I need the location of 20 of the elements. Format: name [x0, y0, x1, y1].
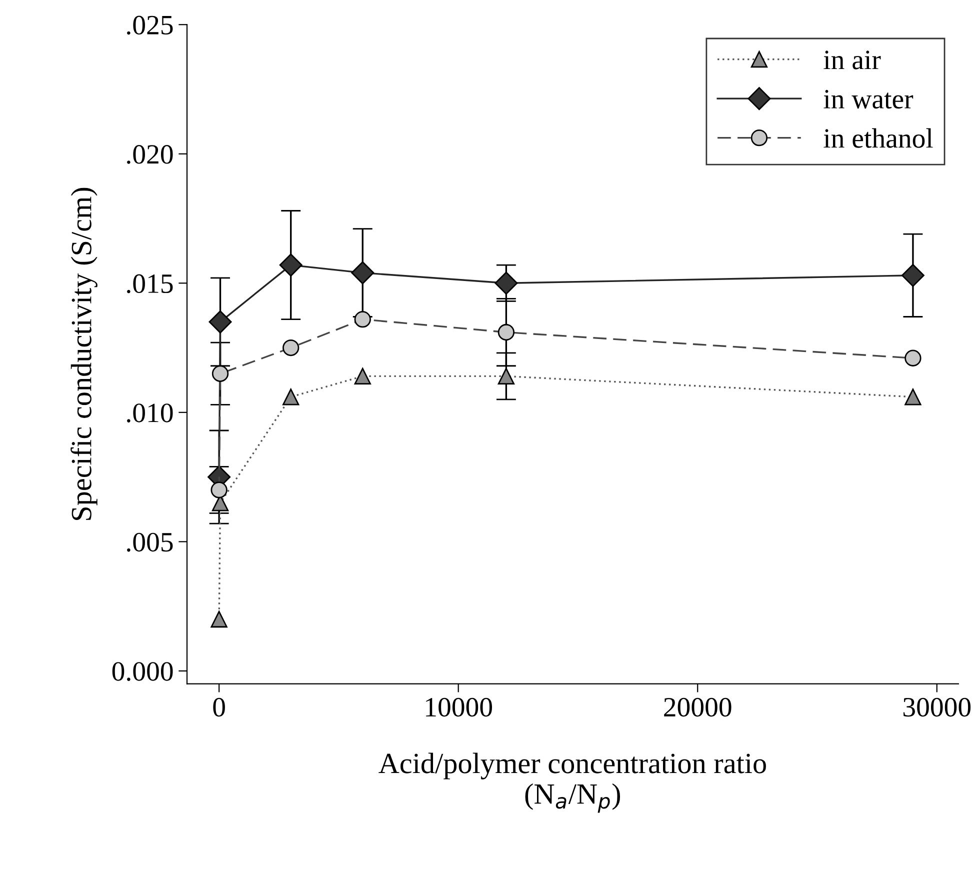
legend-label: in ethanol [824, 128, 933, 148]
legend-label: in air [824, 50, 881, 70]
point [351, 261, 374, 284]
y-axis-title: Specific conductivity (S/cm) [70, 188, 98, 520]
y-tick-label: .015 [127, 274, 173, 294]
y-tick-label: 0.000 [112, 662, 173, 681]
x-axis-title: Acid/polymer concentration ratio (N$_{a}$/N$_{p}$) [378, 752, 766, 813]
y-tick-label: .010 [127, 404, 173, 422]
y-tick-label: .020 [127, 145, 173, 164]
point [279, 254, 302, 277]
x-tick-label: 10000 [426, 698, 492, 717]
x-tick-label: 0 [213, 698, 225, 717]
x-tick-label: 30000 [903, 698, 971, 717]
point [208, 310, 232, 334]
y-tick-label: .005 [127, 532, 173, 552]
y-tick-label: .025 [127, 16, 173, 35]
legend-label: in water [824, 90, 914, 109]
point [494, 272, 518, 295]
point [901, 264, 924, 287]
x-tick-label: 20000 [664, 698, 732, 717]
